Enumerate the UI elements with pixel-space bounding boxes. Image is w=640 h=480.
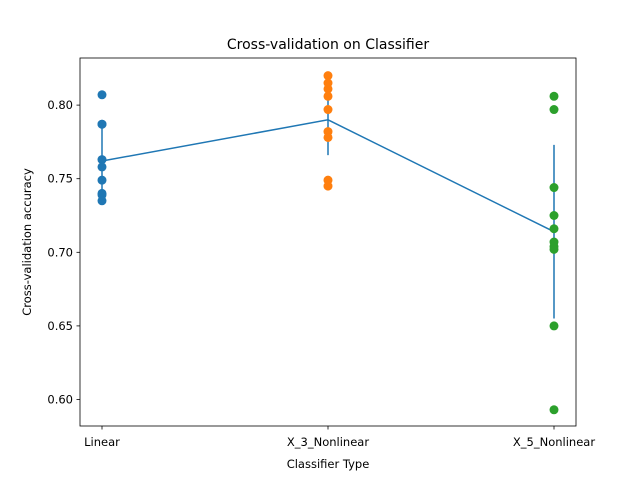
data-point: [323, 71, 333, 81]
mean-line-group: [101, 119, 555, 233]
data-point: [549, 321, 559, 331]
x-tick-label: Linear: [84, 435, 120, 449]
data-point: [323, 132, 333, 142]
y-tick-label: 0.65: [47, 319, 73, 333]
scatter-points: [97, 71, 559, 415]
x-tick-label: X_5_Nonlinear: [513, 435, 595, 449]
data-point: [97, 90, 107, 100]
data-point: [323, 105, 333, 115]
data-point: [97, 196, 107, 206]
data-point: [97, 175, 107, 185]
data-point: [549, 91, 559, 101]
y-axis-label: Cross-validation accuracy: [20, 168, 34, 316]
data-point: [549, 211, 559, 221]
data-point: [549, 105, 559, 115]
data-point: [549, 244, 559, 254]
data-point: [323, 181, 333, 191]
data-point: [549, 224, 559, 234]
data-point: [97, 119, 107, 129]
x-axis-label: Classifier Type: [287, 457, 370, 471]
data-point: [323, 84, 333, 94]
mean-line: [101, 119, 555, 233]
y-tick-label: 0.80: [47, 98, 73, 112]
data-point: [323, 91, 333, 101]
data-point: [97, 162, 107, 172]
y-tick-label: 0.70: [47, 245, 73, 259]
y-tick-label: 0.75: [47, 172, 73, 186]
y-tick-label: 0.60: [47, 393, 73, 407]
data-point: [97, 155, 107, 165]
data-point: [549, 405, 559, 415]
data-point: [549, 183, 559, 193]
y-axis-ticks: 0.60 0.65 0.70 0.75 0.80: [47, 98, 80, 407]
chart-title: Cross-validation on Classifier: [227, 37, 429, 53]
x-axis-ticks: Linear X_3_Nonlinear X_5_Nonlinear: [84, 426, 595, 449]
x-tick-label: X_3_Nonlinear: [287, 435, 369, 449]
